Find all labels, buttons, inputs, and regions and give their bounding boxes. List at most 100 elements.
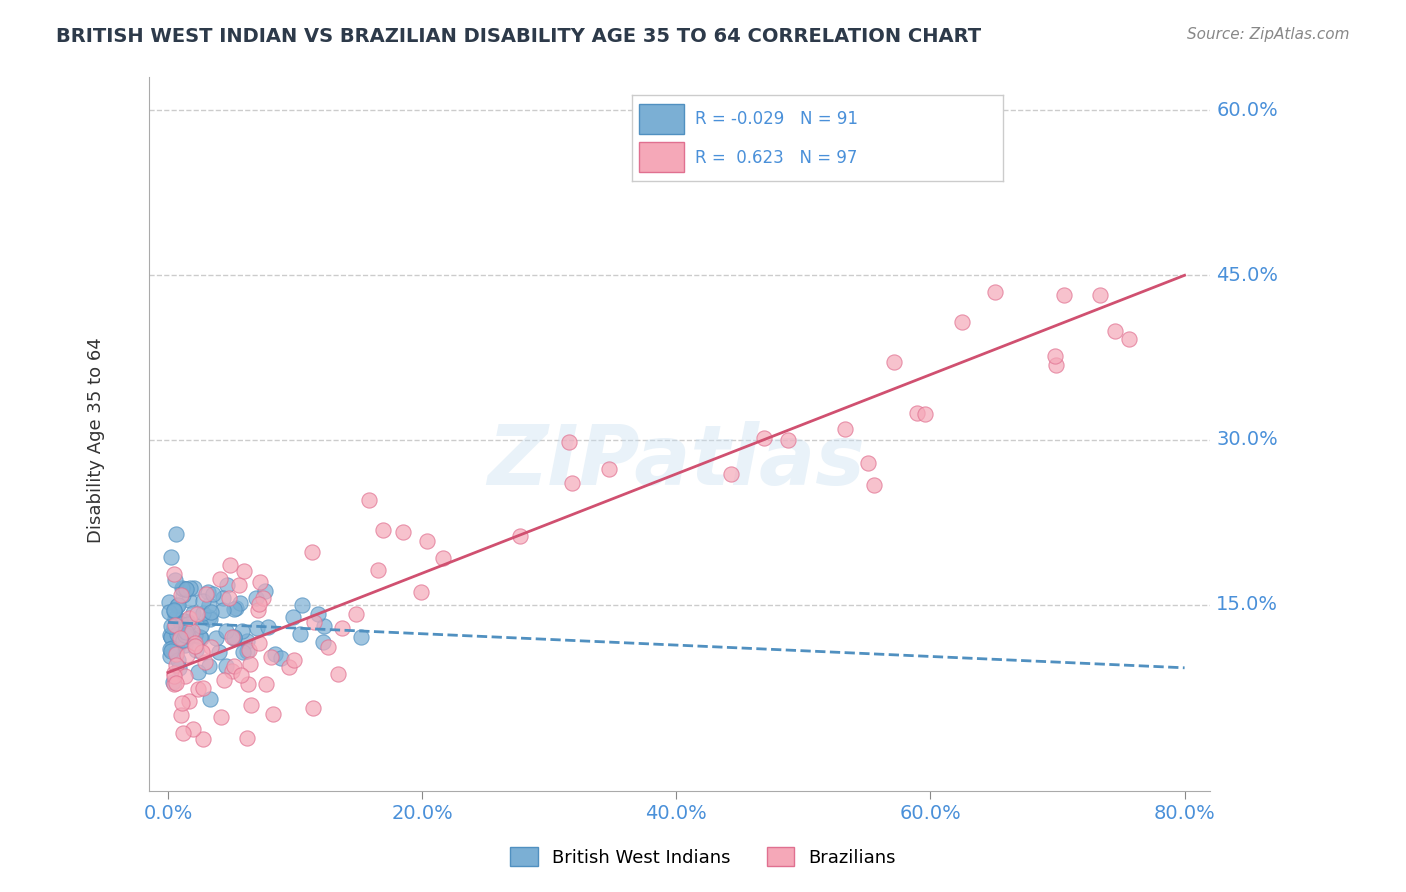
- Point: [225, 601, 247, 615]
- Point: [222, 601, 245, 615]
- Point: [209, 710, 232, 724]
- Point: [208, 572, 231, 586]
- Point: [172, 588, 194, 602]
- Point: [312, 635, 335, 649]
- Point: [186, 607, 208, 621]
- Point: [165, 527, 187, 541]
- Point: [177, 615, 200, 629]
- Point: [191, 731, 214, 746]
- Point: [301, 545, 323, 559]
- Point: [247, 636, 270, 650]
- Text: Source: ZipAtlas.com: Source: ZipAtlas.com: [1187, 27, 1350, 42]
- Point: [222, 659, 245, 673]
- Point: [238, 642, 260, 657]
- Point: [163, 567, 186, 582]
- Point: [834, 422, 856, 436]
- Point: [307, 607, 329, 621]
- Point: [215, 578, 238, 592]
- Point: [179, 610, 201, 624]
- Text: ZIPatlas: ZIPatlas: [488, 421, 865, 502]
- Point: [166, 599, 188, 613]
- Point: [208, 645, 231, 659]
- Point: [245, 591, 267, 605]
- Point: [160, 644, 183, 658]
- Point: [316, 640, 339, 654]
- Point: [163, 676, 186, 690]
- Point: [159, 648, 181, 663]
- Point: [270, 651, 292, 665]
- Point: [174, 582, 197, 596]
- Point: [167, 626, 190, 640]
- Point: [212, 673, 235, 688]
- Point: [249, 574, 271, 589]
- Point: [1088, 287, 1111, 301]
- Point: [215, 659, 238, 673]
- Point: [172, 582, 194, 596]
- Point: [186, 643, 208, 657]
- Point: [260, 650, 283, 665]
- Point: [302, 615, 325, 629]
- Text: BRITISH WEST INDIAN VS BRAZILIAN DISABILITY AGE 35 TO 64 CORRELATION CHART: BRITISH WEST INDIAN VS BRAZILIAN DISABIL…: [56, 27, 981, 45]
- Text: 30.0%: 30.0%: [1216, 430, 1278, 450]
- Point: [165, 610, 187, 624]
- Point: [197, 599, 219, 613]
- Point: [215, 624, 238, 638]
- Point: [159, 631, 181, 645]
- Point: [350, 630, 373, 644]
- Point: [211, 602, 233, 616]
- Point: [183, 639, 205, 653]
- Point: [239, 657, 262, 672]
- Point: [198, 692, 221, 706]
- Point: [883, 354, 905, 368]
- Point: [177, 694, 200, 708]
- Text: 15.0%: 15.0%: [1216, 595, 1278, 614]
- Point: [190, 619, 212, 633]
- Text: 45.0%: 45.0%: [1216, 266, 1278, 285]
- Point: [163, 669, 186, 683]
- Point: [198, 658, 221, 673]
- Point: [281, 610, 304, 624]
- Point: [219, 558, 242, 572]
- Point: [193, 607, 215, 621]
- Point: [232, 645, 254, 659]
- Point: [218, 591, 240, 605]
- Point: [1118, 332, 1140, 346]
- Point: [183, 636, 205, 650]
- Point: [195, 587, 218, 601]
- Point: [162, 675, 184, 690]
- Point: [200, 640, 222, 654]
- Point: [409, 585, 432, 599]
- Point: [173, 638, 195, 652]
- Point: [167, 660, 190, 674]
- Point: [262, 707, 284, 722]
- Point: [371, 523, 394, 537]
- Point: [561, 475, 583, 490]
- Text: Disability Age 35 to 64: Disability Age 35 to 64: [87, 337, 104, 542]
- Point: [188, 630, 211, 644]
- Point: [166, 599, 188, 614]
- Point: [160, 631, 183, 645]
- Point: [312, 619, 335, 633]
- Point: [1104, 324, 1126, 338]
- Point: [191, 645, 214, 659]
- Point: [190, 632, 212, 646]
- Point: [229, 596, 252, 610]
- Point: [159, 627, 181, 641]
- Point: [183, 581, 205, 595]
- Point: [367, 563, 389, 577]
- Point: [163, 611, 186, 625]
- Point: [1043, 349, 1066, 363]
- Point: [984, 285, 1007, 299]
- Point: [173, 625, 195, 640]
- Point: [165, 657, 187, 672]
- Legend: British West Indians, Brazilians: British West Indians, Brazilians: [503, 840, 903, 874]
- Point: [177, 592, 200, 607]
- Point: [290, 627, 312, 641]
- Point: [247, 597, 270, 611]
- Point: [177, 629, 200, 643]
- Point: [172, 696, 194, 710]
- Point: [205, 632, 228, 646]
- Point: [180, 624, 202, 638]
- Point: [246, 621, 269, 635]
- Point: [170, 708, 193, 723]
